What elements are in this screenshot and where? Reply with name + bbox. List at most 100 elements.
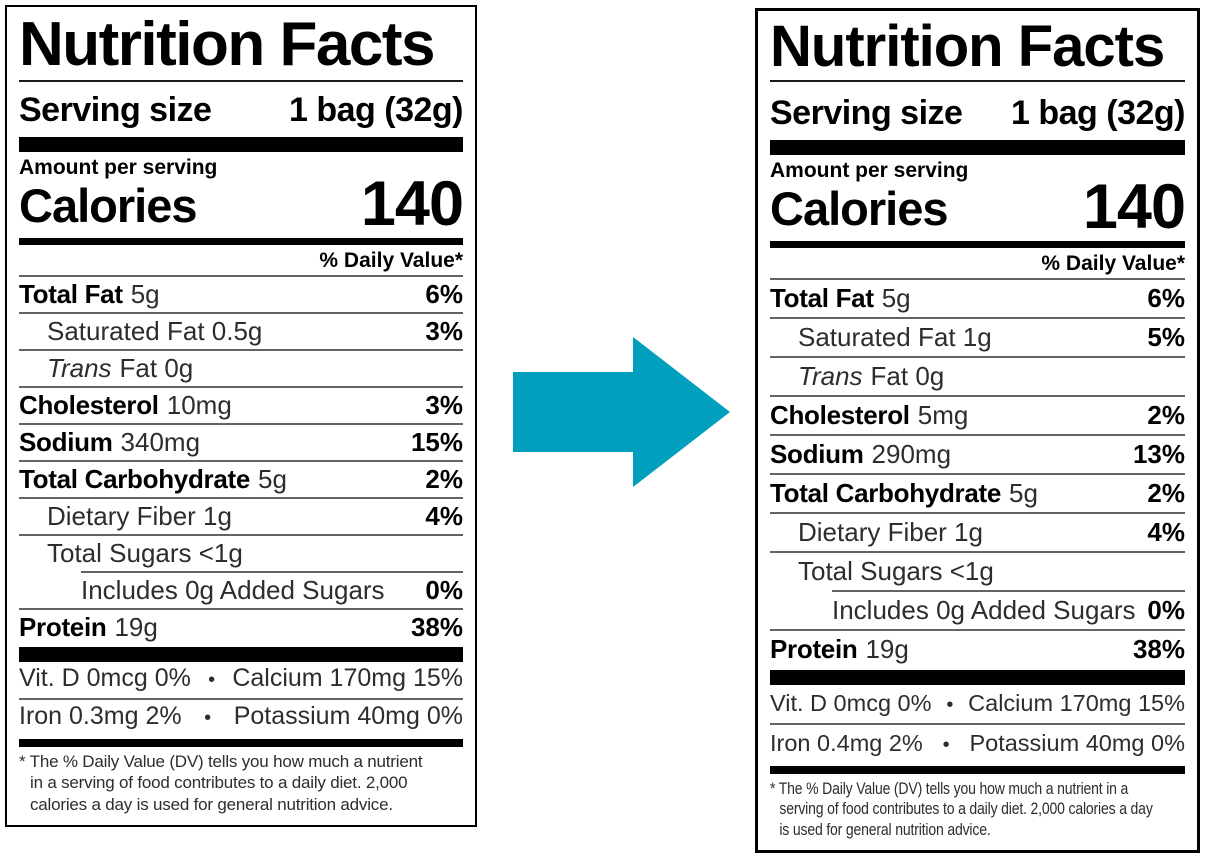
row-divider-indented [832,590,1185,593]
row-divider [770,317,1185,320]
micro-row-vitd-calcium: Vit. D 0mcg 0% • Calcium 170mg 15% [770,685,1185,723]
nutrient-text: Protein 19g [770,636,909,663]
footnote-line: is used for general nutrition advice. [779,820,991,839]
row-divider [770,551,1185,554]
bullet-separator: • [204,707,212,729]
nutrient-name: Protein [770,634,858,665]
nutrient-amount: 340mg [120,426,201,457]
daily-value-percent: 4% [1147,517,1185,548]
serving-size-label: Serving size [19,90,212,129]
amount-per-serving-label: Amount per serving [19,155,218,179]
daily-value-percent: 4% [425,500,463,531]
nutrition-label-before: Nutrition Facts Serving size 1 bag (32g)… [5,5,477,827]
nutrient-text: Cholesterol 5mg [770,402,968,429]
nutrition-facts-title: Nutrition Facts [770,14,1165,79]
nutrient-name: Total Carbohydrate [770,478,1002,509]
footnote: * The % Daily Value (DV) tells you how m… [19,751,463,816]
nutrient-amount: 5g [1009,478,1038,509]
row-total-fat: Total Fat 5g 6% [19,277,463,312]
section-bar-thick [770,140,1185,156]
micro-row-iron-potassium: Iron 0.3mg 2% • Potassium 40mg 0% [19,700,463,736]
nutrition-facts-title: Nutrition Facts [19,10,435,79]
nutrient-amount: Total Sugars <1g [47,537,243,568]
footnote-line: calories a day is used for general nutri… [30,794,393,814]
daily-value-percent: 6% [1147,283,1185,314]
nutrient-name: Protein [19,611,107,642]
serving-size-value: 1 bag (32g) [289,90,463,129]
section-bar-medium [19,738,463,747]
micro-row-iron-potassium: Iron 0.4mg 2% • Potassium 40mg 0% [770,725,1185,763]
calories-label: Calories [19,178,197,232]
section-bar-thick [19,136,463,152]
nutrient-name: Total Fat [770,283,874,314]
nutrient-text: Saturated Fat 1g [798,324,992,351]
row-divider [770,356,1185,359]
row-divider [770,723,1185,726]
row-divider [770,629,1185,632]
footnote-line: * The % Daily Value (DV) tells you how m… [770,779,1129,798]
nutrient-name: Sodium [770,439,864,470]
serving-size-value: 1 bag (32g) [1011,94,1185,133]
serving-size-label: Serving size [770,94,963,133]
serving-size-row: Serving size 1 bag (32g) [770,94,1185,132]
header-spacer [19,82,463,90]
calories-left-column: Amount per serving Calories [770,159,968,235]
row-divider [19,385,463,388]
nutrient-text: Sodium 290mg [770,441,951,468]
calories-value: 140 [1082,172,1186,243]
nutrient-amount: Fat 0g [870,361,945,392]
calories-left-column: Amount per serving Calories [19,156,217,232]
row-dietary-fiber: Dietary Fiber 1g 4% [770,514,1185,551]
nutrient-amount: Saturated Fat 0.5g [47,315,263,346]
nutrient-name: Total Fat [19,278,123,309]
daily-value-percent: 2% [1147,400,1185,431]
nutrient-amount: Dietary Fiber 1g [798,517,983,548]
row-divider [19,496,463,499]
daily-value-percent: 13% [1132,439,1185,470]
daily-value-percent: 3% [425,389,463,420]
row-cholesterol: Cholesterol 10mg 3% [19,388,463,423]
row-total-sugars: Total Sugars <1g [19,536,463,571]
nutrient-name: Total Carbohydrate [19,463,251,494]
nutrient-amount: 5g [130,278,160,309]
nutrient-text: Total Fat 5g [770,285,911,312]
nutrient-name: Cholesterol [19,389,159,420]
row-divider [770,434,1185,437]
nutrition-label-after: Nutrition Facts Serving size 1 bag (32g)… [755,8,1200,853]
daily-value-percent: 0% [1147,595,1185,626]
nutrient-text: Trans Fat 0g [798,363,944,390]
nutrient-text: Includes 0g Added Sugars [832,597,1136,624]
micro-right: Calcium 170mg 15% [232,664,463,692]
row-divider [19,533,463,536]
calories-value: 140 [360,168,464,239]
nutrient-amount: 290mg [871,439,952,470]
footnote-line: * The % Daily Value (DV) tells you how m… [19,751,423,771]
row-total-sugars: Total Sugars <1g [770,553,1185,590]
amount-per-serving-label: Amount per serving [770,159,969,183]
serving-size-row: Serving size 1 bag (32g) [19,91,463,129]
nutrient-text: Dietary Fiber 1g [47,500,232,531]
daily-value-percent: 0% [425,574,463,605]
row-divider [770,395,1185,398]
daily-value-percent: 38% [1132,634,1185,665]
row-protein: Protein 19g 38% [770,631,1185,668]
calories-section: Amount per serving Calories 140 [770,159,1186,243]
row-divider [19,348,463,351]
row-divider [770,473,1185,476]
section-bar-thick [19,646,463,662]
arrow-right-icon [513,337,730,487]
row-total-carbohydrate: Total Carbohydrate 5g 2% [770,475,1185,512]
micro-right: Potassium 40mg 0% [233,702,463,730]
bullet-separator: • [942,733,950,756]
section-bar-thick [770,670,1185,686]
nutrient-text: Total Sugars <1g [798,558,994,585]
row-divider-indented [81,570,463,573]
row-trans-fat: Trans Fat 0g [770,358,1185,395]
row-divider [770,278,1185,281]
section-bar-medium [19,237,463,245]
nutrient-text: Total Carbohydrate 5g [770,480,1038,507]
nutrient-amount: Dietary Fiber 1g [47,500,232,531]
daily-value-header: % Daily Value* [319,248,463,272]
nutrient-amount: 5g [258,463,287,494]
row-trans-fat: Trans Fat 0g [19,351,463,386]
